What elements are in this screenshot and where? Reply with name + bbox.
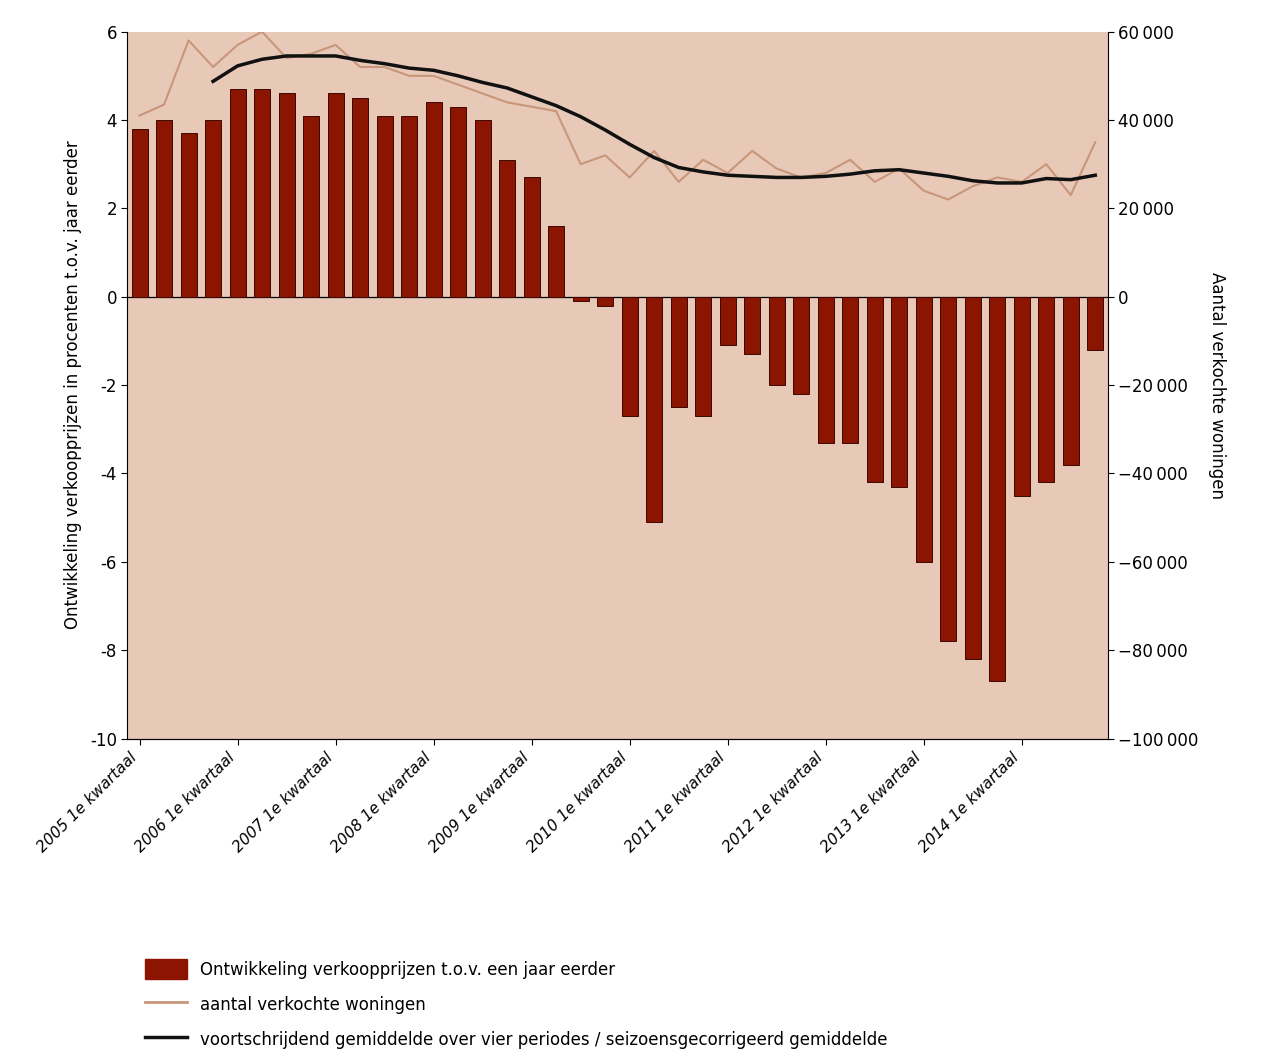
Bar [425,102,442,296]
Bar [621,296,638,416]
Bar [131,129,148,296]
Bar [647,296,662,522]
Bar [549,226,564,296]
Bar [941,296,956,641]
Bar [793,296,810,394]
Bar [327,94,344,296]
Bar [745,296,760,354]
Bar [303,116,320,296]
Legend: Ontwikkeling verkoopprijzen t.o.v. een jaar eerder, aantal verkochte woningen, v: Ontwikkeling verkoopprijzen t.o.v. een j… [145,959,889,1050]
Bar [157,120,172,296]
Y-axis label: Ontwikkeling verkoopprijzen in procenten t.o.v. jaar eerder: Ontwikkeling verkoopprijzen in procenten… [64,140,81,630]
Bar [523,177,540,296]
Bar [915,296,932,561]
Bar [573,296,588,301]
Y-axis label: Aantal verkochte woningen: Aantal verkochte woningen [1208,271,1226,499]
Bar [965,296,980,659]
Bar [181,133,196,296]
Bar [817,296,834,442]
Bar [353,98,368,296]
Bar [1039,296,1054,482]
Bar [255,89,270,296]
Bar [475,120,490,296]
Bar [229,89,246,296]
Bar [695,296,712,416]
Bar [867,296,882,482]
Bar [597,296,614,306]
Bar [1013,296,1030,496]
Bar [671,296,686,407]
Bar [499,159,516,296]
Bar [279,94,294,296]
Bar [769,296,784,385]
Bar [843,296,858,442]
Bar [401,116,418,296]
Bar [1063,296,1078,464]
Bar [1087,296,1104,349]
Bar [989,296,1006,682]
Bar [205,120,222,296]
Bar [377,116,392,296]
Bar [891,296,908,486]
Bar [719,296,736,345]
Bar [451,107,466,296]
